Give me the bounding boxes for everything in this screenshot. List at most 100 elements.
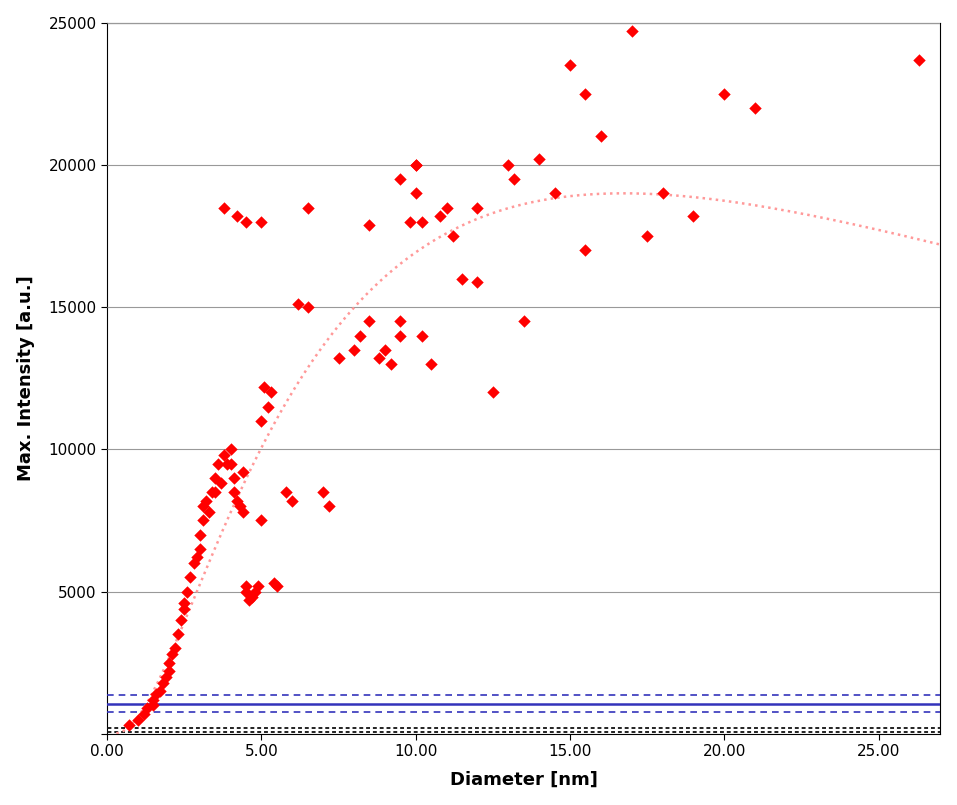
Point bbox=[531, 153, 546, 166]
Point bbox=[241, 593, 256, 606]
Point bbox=[911, 53, 926, 66]
Point bbox=[229, 494, 244, 507]
Point bbox=[392, 329, 408, 342]
Y-axis label: Max. Intensity [a.u.]: Max. Intensity [a.u.] bbox=[16, 275, 34, 481]
Point bbox=[244, 591, 259, 604]
Point bbox=[161, 656, 176, 669]
Point bbox=[201, 506, 216, 518]
Point bbox=[177, 602, 192, 615]
Point bbox=[145, 699, 161, 712]
Point bbox=[254, 514, 269, 527]
Point bbox=[155, 676, 170, 689]
Point bbox=[445, 229, 460, 242]
Point bbox=[208, 485, 223, 498]
Point bbox=[216, 201, 232, 214]
Point bbox=[223, 457, 238, 470]
Point bbox=[747, 101, 763, 114]
Point bbox=[183, 571, 198, 584]
Point bbox=[624, 25, 639, 38]
Point bbox=[260, 400, 276, 413]
Point bbox=[195, 514, 211, 527]
Point bbox=[316, 485, 331, 498]
Point bbox=[455, 272, 470, 285]
Point bbox=[130, 713, 145, 726]
Point bbox=[414, 329, 430, 342]
Point bbox=[269, 580, 284, 592]
Point bbox=[578, 87, 593, 100]
Point bbox=[485, 386, 501, 399]
Point bbox=[233, 500, 248, 513]
Point bbox=[470, 201, 485, 214]
Point bbox=[248, 585, 263, 598]
Point bbox=[254, 216, 269, 229]
Point bbox=[507, 173, 523, 186]
Point bbox=[186, 557, 201, 570]
Point bbox=[235, 465, 251, 478]
Point bbox=[717, 87, 732, 100]
Point bbox=[220, 457, 235, 470]
Point bbox=[593, 130, 609, 143]
Point bbox=[149, 687, 165, 700]
Point bbox=[226, 485, 241, 498]
Point bbox=[686, 209, 701, 222]
Point bbox=[266, 576, 281, 589]
Point bbox=[238, 585, 254, 598]
Point bbox=[121, 719, 136, 732]
Point bbox=[300, 301, 316, 314]
Point bbox=[251, 580, 266, 592]
Point bbox=[408, 187, 423, 200]
Point bbox=[223, 443, 238, 456]
Point bbox=[140, 702, 155, 715]
Point bbox=[235, 506, 251, 518]
Point bbox=[170, 628, 186, 641]
Point bbox=[384, 357, 399, 370]
Point bbox=[424, 357, 439, 370]
Point bbox=[284, 494, 300, 507]
Point bbox=[352, 329, 367, 342]
Point bbox=[145, 693, 161, 706]
Point bbox=[300, 201, 316, 214]
Point bbox=[165, 648, 180, 661]
Point bbox=[226, 472, 241, 485]
Point bbox=[177, 597, 192, 609]
Point bbox=[238, 580, 254, 592]
Point bbox=[205, 485, 220, 498]
Point bbox=[516, 315, 531, 328]
Point bbox=[322, 500, 337, 513]
Point bbox=[578, 244, 593, 257]
Point bbox=[213, 477, 229, 490]
Point bbox=[180, 585, 195, 598]
X-axis label: Diameter [nm]: Diameter [nm] bbox=[450, 770, 598, 788]
Point bbox=[189, 551, 204, 563]
Point bbox=[192, 543, 208, 555]
Point bbox=[278, 485, 294, 498]
Point bbox=[408, 159, 423, 171]
Point bbox=[254, 415, 269, 427]
Point bbox=[414, 216, 430, 229]
Point bbox=[439, 201, 455, 214]
Point bbox=[563, 59, 578, 72]
Point bbox=[208, 472, 223, 485]
Point bbox=[216, 448, 232, 461]
Point bbox=[371, 352, 387, 365]
Point bbox=[152, 685, 167, 698]
Point bbox=[263, 386, 278, 399]
Point bbox=[173, 613, 189, 626]
Point bbox=[198, 494, 213, 507]
Point bbox=[408, 159, 423, 171]
Point bbox=[291, 298, 306, 311]
Point bbox=[195, 500, 211, 513]
Point bbox=[377, 344, 392, 357]
Point bbox=[362, 315, 377, 328]
Point bbox=[402, 216, 417, 229]
Point bbox=[501, 159, 516, 171]
Point bbox=[392, 315, 408, 328]
Point bbox=[238, 216, 254, 229]
Point bbox=[362, 218, 377, 231]
Point bbox=[161, 665, 176, 678]
Point bbox=[211, 457, 226, 470]
Point bbox=[229, 209, 244, 222]
Point bbox=[392, 173, 408, 186]
Point bbox=[331, 352, 346, 365]
Point bbox=[192, 528, 208, 541]
